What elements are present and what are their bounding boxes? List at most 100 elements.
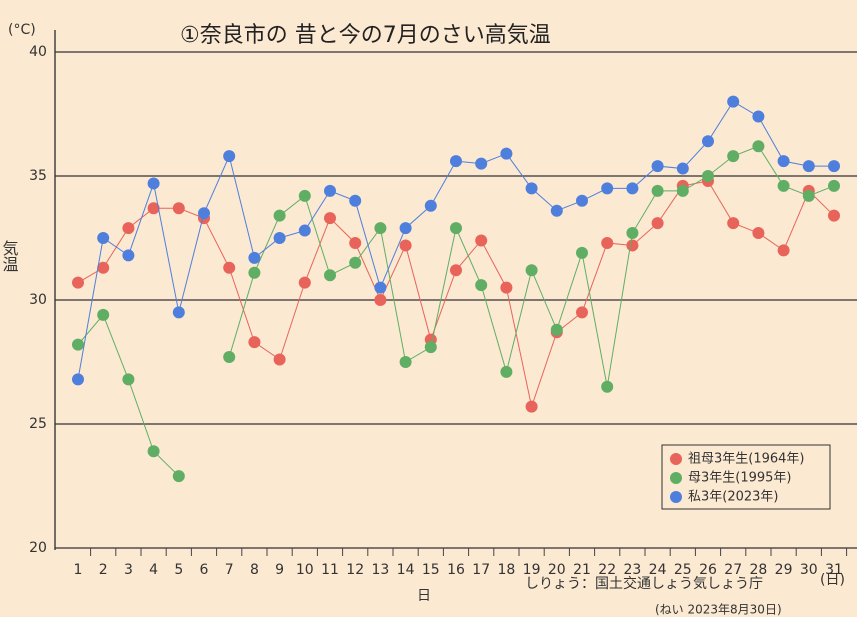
data-point	[374, 294, 387, 306]
data-point	[72, 276, 84, 289]
data-point	[273, 232, 286, 244]
data-point	[752, 227, 765, 240]
data-point	[122, 222, 135, 235]
data-point	[550, 323, 563, 336]
data-point	[273, 209, 286, 222]
data-point	[172, 470, 185, 483]
data-point	[198, 207, 210, 220]
x-tick-label: 30	[800, 562, 818, 578]
data-point	[248, 336, 261, 349]
chart-title: ①奈良市の 昔と今の7月のさい高気温	[180, 23, 551, 48]
data-point	[349, 236, 362, 249]
data-point	[500, 147, 513, 160]
x-label: 日	[417, 588, 431, 604]
data-point	[475, 279, 488, 292]
source: しりょう：国土交通しょう気しょう庁	[525, 575, 763, 592]
y-tick-label: 30	[29, 292, 47, 308]
data-point	[500, 365, 513, 378]
data-point	[324, 184, 336, 197]
data-point	[399, 239, 412, 252]
data-point	[298, 224, 311, 237]
data-point	[399, 222, 412, 235]
data-point	[651, 184, 664, 197]
data-point	[702, 135, 714, 148]
x-tick-label: 12	[346, 562, 364, 578]
x-tick-label: 2	[99, 562, 108, 578]
data-point	[374, 281, 387, 294]
y-unit: (°C)	[8, 22, 36, 38]
data-point	[651, 217, 664, 230]
data-point	[550, 204, 563, 217]
x-tick-label: 7	[225, 562, 234, 578]
data-point	[777, 244, 790, 257]
x-tick-label: 23	[623, 562, 641, 578]
series-line	[77, 100, 834, 380]
x-tick-label: 3	[124, 562, 133, 578]
y-label: 気温	[0, 240, 19, 272]
data-point	[828, 179, 840, 192]
x-tick-label: 10	[296, 562, 314, 578]
data-point	[450, 222, 462, 235]
legend-box	[661, 444, 831, 510]
x-unit: (日)	[820, 572, 845, 588]
data-point	[147, 202, 160, 215]
y-tick-label: 25	[29, 416, 47, 432]
data-point	[601, 182, 614, 195]
legend-swatch	[670, 472, 682, 484]
data-point	[777, 179, 790, 192]
data-point	[72, 373, 84, 386]
data-point	[424, 341, 437, 354]
data-point	[727, 217, 740, 230]
data-point	[651, 160, 664, 173]
data-point	[525, 182, 538, 195]
data-point	[273, 353, 286, 366]
data-point	[298, 276, 311, 289]
data-point	[828, 160, 840, 173]
data-point	[702, 170, 714, 182]
x-tick-label: 5	[174, 562, 183, 578]
series-line	[77, 180, 835, 409]
x-tick-label: 16	[447, 562, 465, 578]
x-tick-label: 22	[598, 562, 616, 578]
x-tick-label: 25	[674, 562, 692, 578]
x-tick-label: 27	[724, 562, 742, 578]
data-point	[122, 373, 135, 386]
data-point	[475, 234, 488, 247]
data-point	[97, 308, 110, 321]
data-point	[172, 306, 185, 319]
data-point	[676, 184, 689, 197]
x-tick-label: 29	[775, 562, 793, 578]
y-tick-label: 35	[29, 168, 47, 184]
x-tick-label: 4	[149, 562, 158, 578]
x-tick-label: 31	[825, 562, 843, 578]
legend-label: 祖母3年生(1964年)	[688, 452, 805, 467]
data-point	[727, 95, 740, 108]
data-point	[223, 150, 236, 163]
data-point	[324, 269, 336, 282]
x-tick-label: 8	[250, 562, 259, 578]
x-tick-label: 20	[548, 562, 566, 578]
data-point	[97, 261, 110, 274]
data-point	[752, 140, 765, 153]
data-point	[172, 202, 185, 215]
x-tick-label: 14	[397, 562, 415, 578]
data-point	[374, 222, 387, 235]
legend-label: 私3年(2023年)	[688, 490, 779, 505]
legend-label: 母3年生(1995年)	[688, 471, 792, 486]
data-point	[727, 150, 740, 163]
series-line	[77, 145, 835, 477]
y-tick-label: 20	[29, 540, 47, 556]
x-tick-label: 19	[523, 562, 541, 578]
x-tick-label: 18	[497, 562, 515, 578]
data-point	[475, 157, 488, 170]
data-point	[399, 356, 412, 368]
data-point	[777, 155, 790, 168]
data-point	[147, 445, 160, 458]
data-point	[576, 194, 588, 207]
y-tick-label: 40	[29, 44, 47, 60]
data-point	[626, 239, 639, 252]
source-note: (ねい 2023年8月30日)	[655, 603, 782, 617]
data-point	[828, 209, 840, 222]
